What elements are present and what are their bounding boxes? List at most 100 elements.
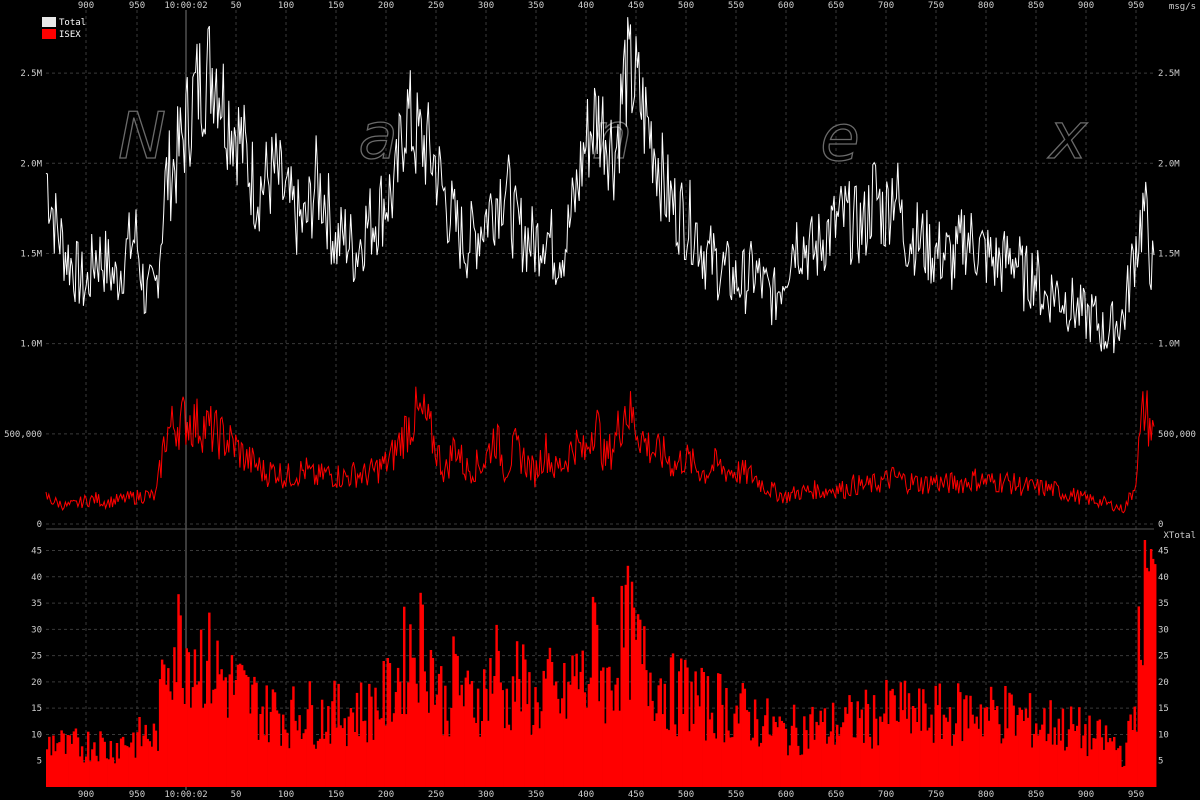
bar-399 <box>864 689 868 787</box>
bar-290 <box>641 664 644 787</box>
bar-481 <box>1032 733 1036 787</box>
bar-212 <box>481 721 484 787</box>
bar-308 <box>678 671 681 787</box>
bar-26 <box>99 731 102 787</box>
bar-384 <box>833 744 837 787</box>
bar-460 <box>989 686 993 787</box>
bar-119 <box>290 699 293 787</box>
bar-145 <box>343 718 346 787</box>
bar-35 <box>117 758 121 787</box>
bar-85 <box>220 669 223 787</box>
bar-437 <box>942 714 946 787</box>
bar-87 <box>224 677 227 787</box>
bar-447 <box>963 699 966 787</box>
bar-72 <box>193 649 197 787</box>
bar-230 <box>517 679 521 787</box>
bar-367 <box>799 755 802 787</box>
bar-206 <box>468 684 472 787</box>
bar-224 <box>505 688 509 787</box>
bar-480 <box>1030 747 1034 787</box>
bar-286 <box>632 607 636 787</box>
bar-317 <box>696 695 699 787</box>
xtick-top-11: 450 <box>628 1 644 11</box>
bar-238 <box>534 687 537 787</box>
bar-261 <box>581 650 584 787</box>
bar-296 <box>653 721 656 787</box>
bar-454 <box>977 728 980 787</box>
bar-455 <box>979 704 983 787</box>
bar-197 <box>450 707 453 787</box>
bar-281 <box>622 647 626 787</box>
bar-240 <box>538 728 541 787</box>
bar-413 <box>893 695 896 787</box>
bar-439 <box>946 721 950 787</box>
bar-6 <box>58 742 61 787</box>
bar-275 <box>610 690 613 787</box>
bar-17 <box>80 746 84 787</box>
bar-438 <box>944 717 948 787</box>
xtick-bottom-6: 200 <box>378 790 394 800</box>
bar-108 <box>267 742 271 787</box>
xtick-top-14: 600 <box>778 1 794 11</box>
bar-485 <box>1041 724 1044 787</box>
bar-10 <box>66 735 69 787</box>
bar-66 <box>181 688 184 787</box>
bar-341 <box>745 710 749 787</box>
bar-493 <box>1057 718 1061 787</box>
bar-339 <box>741 683 745 787</box>
bar-82 <box>214 688 217 787</box>
xtick-bottom-0: 900 <box>78 790 94 800</box>
bar-210 <box>476 688 480 787</box>
legend-swatch-isex <box>42 29 56 39</box>
bar-9 <box>64 753 67 787</box>
xtick-bottom-18: 800 <box>978 790 994 800</box>
bar-151 <box>355 692 359 787</box>
bar-451 <box>971 714 974 787</box>
xtick-top-8: 300 <box>478 1 494 11</box>
bar-198 <box>452 636 455 787</box>
bar-259 <box>577 689 580 787</box>
xtotal-label: XTotal <box>1163 531 1196 541</box>
bar-220 <box>497 650 500 787</box>
bar-123 <box>298 715 301 787</box>
xtick-bottom-3: 50 <box>231 790 242 800</box>
bar-167 <box>388 663 392 787</box>
bar-518 <box>1108 738 1112 787</box>
bar-302 <box>665 728 669 787</box>
bar-97 <box>245 675 248 787</box>
xtick-top-13: 550 <box>728 1 744 11</box>
legend-label-total: Total <box>59 18 86 28</box>
bar-60 <box>169 691 172 787</box>
bar-369 <box>803 716 806 787</box>
bar-89 <box>228 674 232 787</box>
bar-479 <box>1028 693 1032 787</box>
bar-86 <box>222 680 225 787</box>
bar-300 <box>661 714 665 787</box>
xtick-bottom-5: 150 <box>328 790 344 800</box>
bar-268 <box>595 624 599 787</box>
bar-336 <box>735 705 738 787</box>
bar-453 <box>975 716 978 787</box>
bar-425 <box>918 688 921 787</box>
bar-213 <box>483 669 486 787</box>
bar-130 <box>312 744 316 787</box>
ytick-bot-left-4: 25 <box>31 652 42 662</box>
bar-497 <box>1065 746 1069 787</box>
bar-511 <box>1094 738 1097 787</box>
bar-393 <box>852 737 855 787</box>
bar-540 <box>1154 564 1157 787</box>
ytick-right-0: 0 <box>1158 520 1163 530</box>
bar-332 <box>727 730 730 787</box>
bar-322 <box>706 676 710 787</box>
bar-169 <box>392 713 396 787</box>
bar-22 <box>91 749 94 787</box>
bar-93 <box>236 664 240 787</box>
bar-205 <box>466 670 470 787</box>
xtick-top-3: 50 <box>231 1 242 11</box>
bar-525 <box>1123 765 1126 787</box>
xtick-top-1: 950 <box>129 1 145 11</box>
bar-284 <box>628 699 632 787</box>
bar-362 <box>788 745 792 787</box>
bar-419 <box>905 718 909 787</box>
bar-90 <box>230 655 234 787</box>
